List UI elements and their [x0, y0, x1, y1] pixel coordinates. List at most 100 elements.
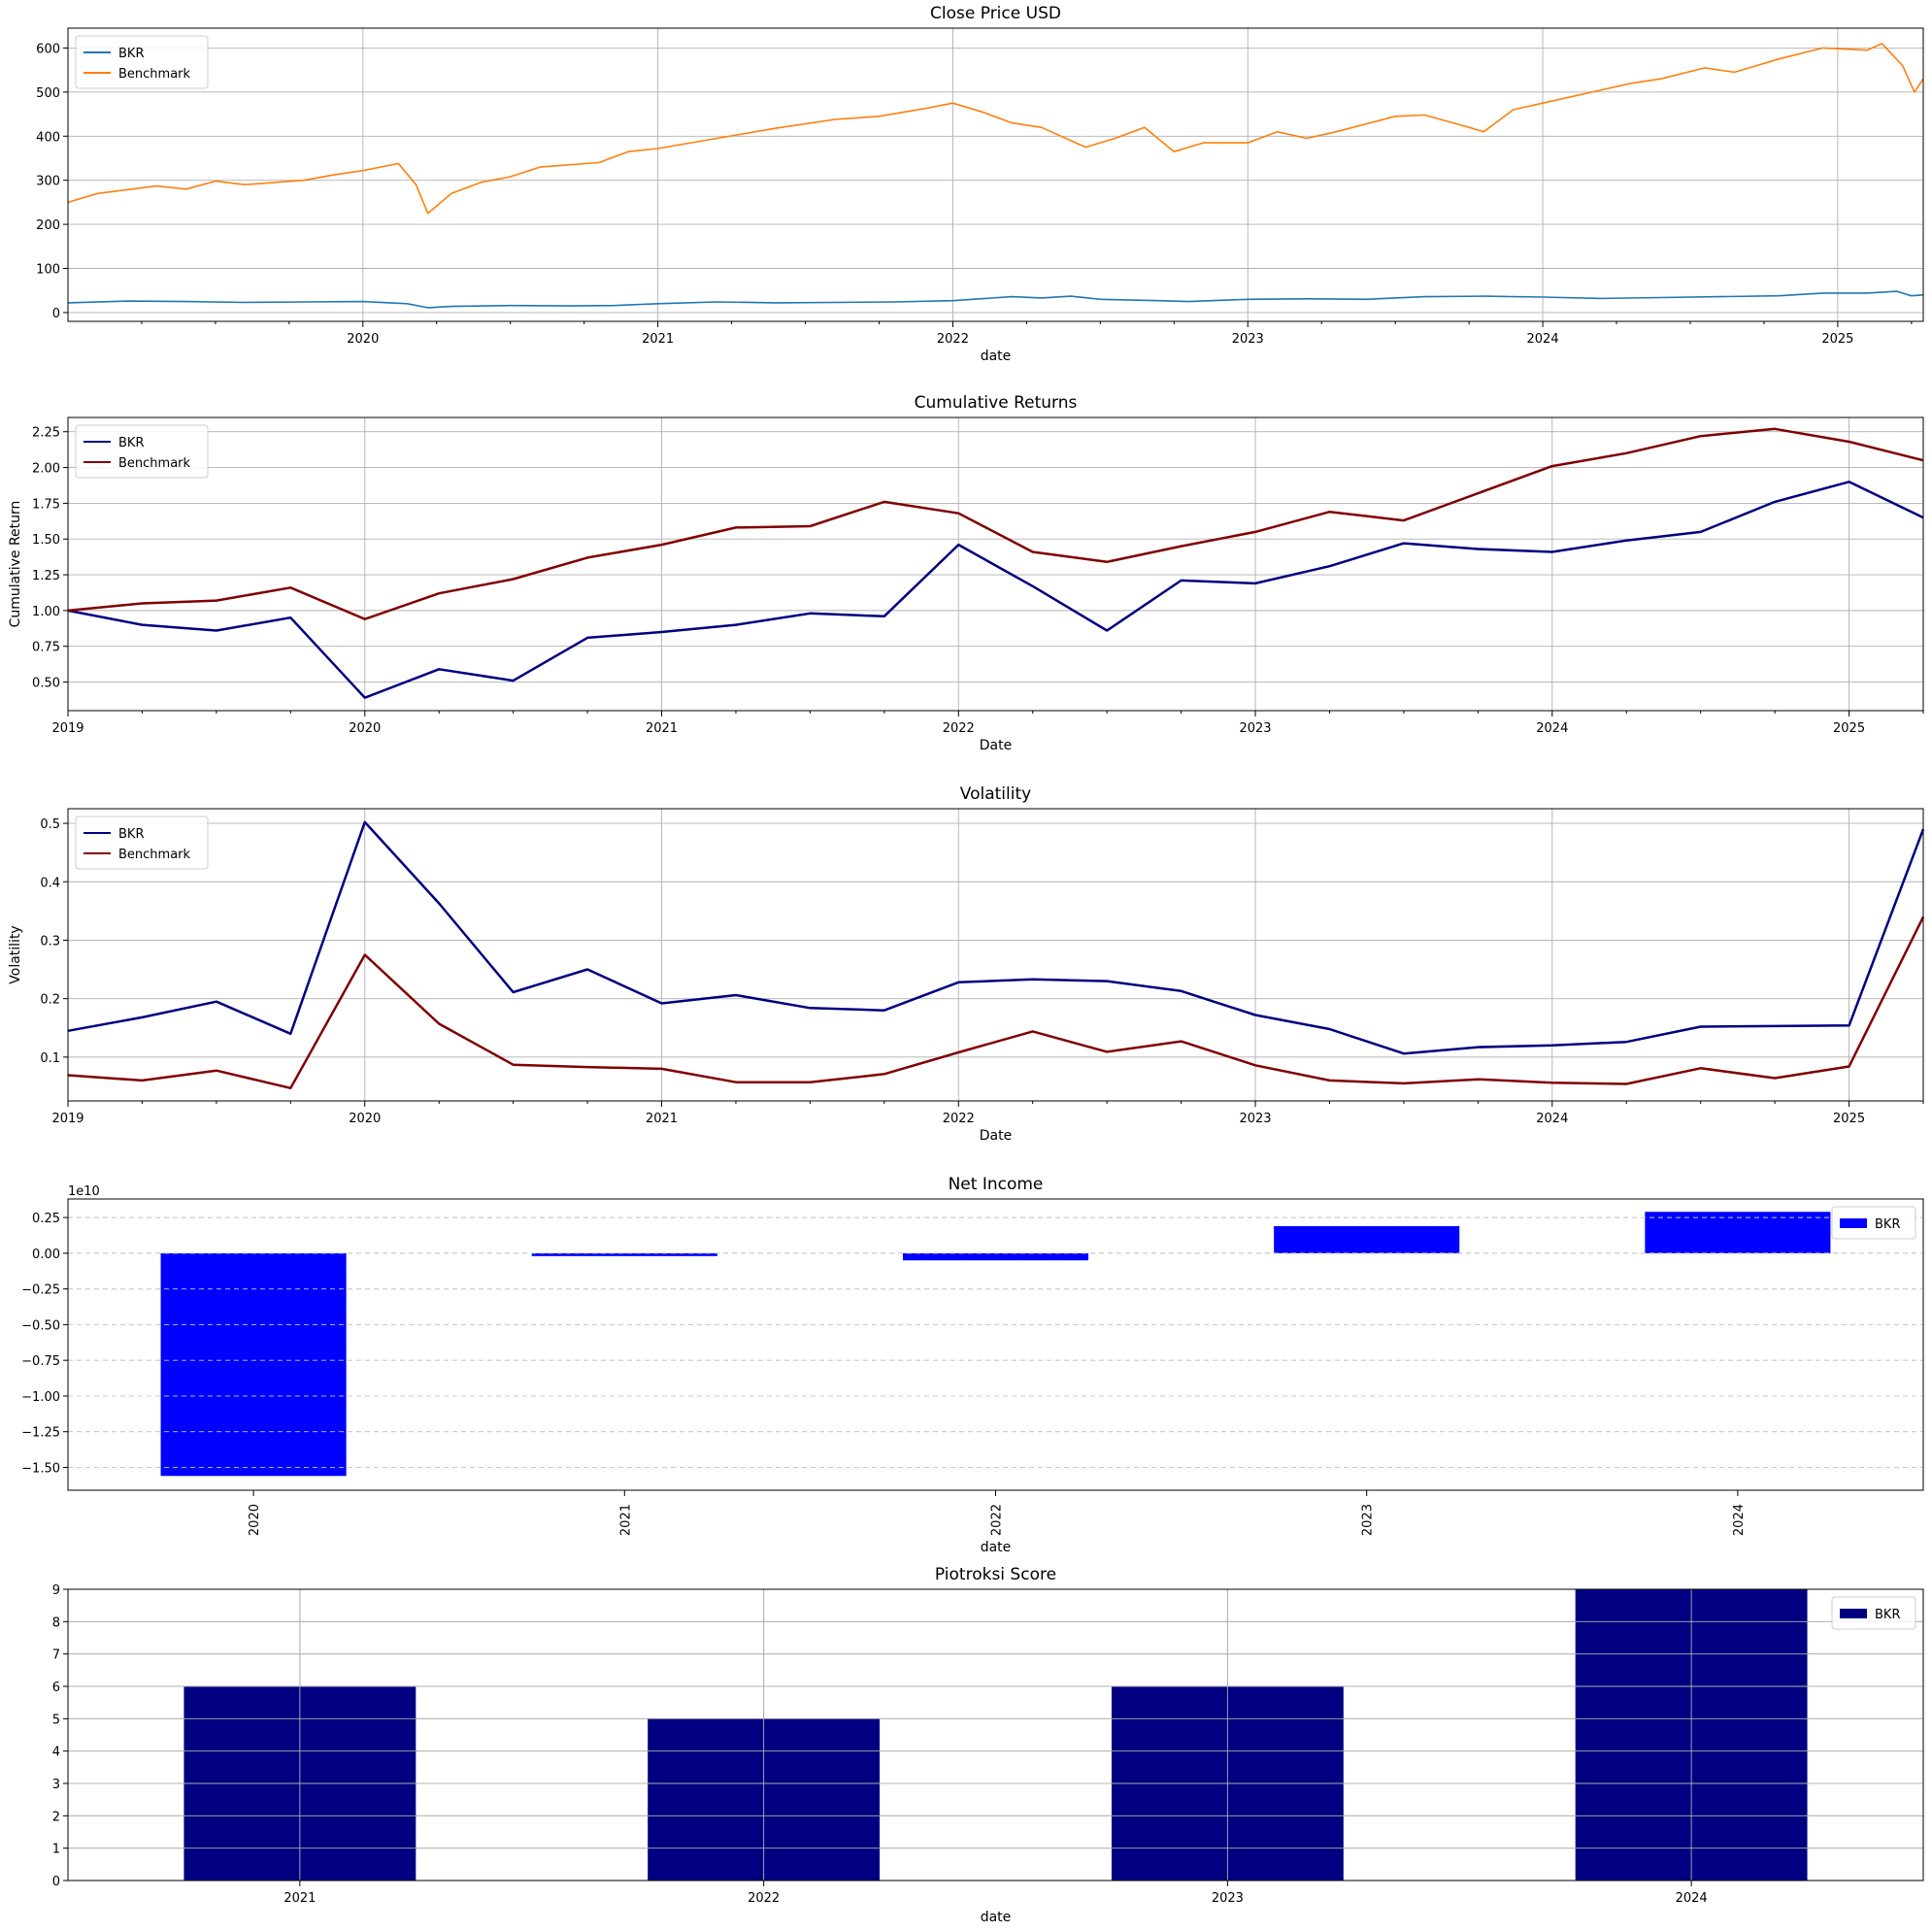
y-tick-label: 6 — [52, 1681, 60, 1695]
x-tick-label: 2020 — [347, 332, 379, 347]
y-tick-label: 0.1 — [40, 1051, 60, 1066]
bar-2024 — [1645, 1212, 1831, 1253]
y-tick-label: 0.00 — [32, 1248, 60, 1262]
x-axis-label: date — [981, 349, 1012, 364]
y-tick-label: 2.25 — [32, 426, 60, 441]
x-tick-label: 2021 — [646, 721, 678, 736]
y-tick-label: 0.3 — [40, 934, 60, 949]
x-axis-label: Date — [980, 1128, 1012, 1144]
legend-box — [75, 816, 209, 870]
y-tick-label: 9 — [52, 1583, 60, 1598]
y-tick-label: 1.00 — [32, 605, 60, 619]
legend: BKR Benchmark — [75, 816, 209, 870]
chart-vol: Volatility 0.1 0.2 0.3 0.4 0.5 Date Volatility 2… — [8, 784, 1925, 1144]
plot-frame — [67, 416, 1924, 712]
y-tick-label: 600 — [36, 42, 60, 56]
legend-label: BKR — [118, 436, 144, 450]
y-tick-label: 2 — [52, 1810, 60, 1824]
x-tick-label: 2021 — [283, 1891, 316, 1906]
y-tick-label: −0.25 — [21, 1283, 60, 1298]
legend-label: BKR — [1875, 1217, 1900, 1232]
legend: BKR Benchmark — [75, 424, 209, 479]
bar-2020 — [160, 1252, 347, 1477]
legend-label: BKR — [118, 47, 144, 61]
plot-frame — [67, 1198, 1924, 1491]
x-tick-label: 2024 — [1536, 1112, 1568, 1126]
plot-frame — [67, 1588, 1924, 1881]
legend-box — [1831, 1206, 1916, 1240]
x-tick-label: 2023 — [1232, 332, 1264, 347]
chart-netincome: Net Income −1.50 −1.25 −1.00 −0.75 −0.50 −0.25… — [21, 1175, 1924, 1555]
y-tick-label: 500 — [36, 86, 60, 101]
x-tick-label: 2024 — [1676, 1891, 1708, 1906]
y-axis-label: Volatility — [8, 925, 23, 983]
legend-label: Benchmark — [118, 456, 191, 471]
x-tick-label: 2024 — [1527, 332, 1559, 347]
chart-piotroski: Piotroksi Score 0 1 2 3 4 5 6 7 8 9 date 2021 2022 202… — [52, 1565, 1924, 1925]
y-tick-label: 0.5 — [40, 817, 60, 832]
x-tick-label: 2023 — [1239, 1112, 1271, 1126]
x-tick-label: 2025 — [1833, 1112, 1865, 1126]
x-tick-label: 2021 — [618, 1504, 633, 1536]
bar-2023 — [1274, 1225, 1460, 1253]
chart-title: Cumulative Returns — [915, 393, 1078, 413]
x-axis-label: Date — [980, 738, 1012, 753]
x-tick-label: 2022 — [748, 1891, 780, 1906]
series-line-benchmark — [67, 427, 1924, 620]
y-tick-label: −0.75 — [21, 1354, 60, 1369]
x-tick-label: 2020 — [349, 721, 381, 736]
x-tick-label: 2021 — [642, 332, 674, 347]
y-tick-label: 8 — [52, 1615, 60, 1630]
y-tick-label: −0.50 — [21, 1318, 60, 1333]
chart-close: Close Price USD 0 100 200 300 400 500 600 date 20… — [36, 4, 1924, 364]
legend-label: Benchmark — [118, 848, 191, 862]
y-tick-label: 1.75 — [32, 497, 60, 512]
chart-title: Piotroksi Score — [935, 1565, 1056, 1584]
x-tick-label: 2022 — [990, 1504, 1005, 1536]
x-tick-label: 2024 — [1536, 721, 1568, 736]
legend-box — [1831, 1596, 1916, 1630]
series-line-bkr — [67, 290, 1924, 309]
y-tick-label: 400 — [36, 130, 60, 145]
y-tick-label: 2.00 — [32, 462, 60, 477]
y-tick-label: 200 — [36, 218, 60, 233]
legend-label: BKR — [1875, 1608, 1900, 1622]
chart-title: Volatility — [960, 784, 1031, 804]
legend-label: BKR — [118, 827, 144, 842]
y-tick-label: −1.50 — [21, 1461, 60, 1476]
legend-swatch — [1840, 1218, 1867, 1228]
x-tick-label: 2020 — [349, 1112, 381, 1126]
y-tick-label: −1.25 — [21, 1426, 60, 1441]
plot-frame — [67, 27, 1924, 322]
y-tick-label: 0 — [52, 307, 60, 321]
x-axis-label: date — [981, 1910, 1012, 1925]
y-tick-label: 0.25 — [32, 1212, 60, 1226]
y-tick-label: 1 — [52, 1843, 60, 1857]
x-tick-label: 2022 — [943, 721, 975, 736]
chart-title: Close Price USD — [930, 4, 1061, 23]
x-tick-label: 2021 — [646, 1112, 678, 1126]
y-tick-label: 300 — [36, 175, 60, 189]
y-tick-label: 7 — [52, 1648, 60, 1663]
y-tick-label: 0.50 — [32, 677, 60, 691]
y-axis-label: Cumulative Return — [8, 501, 23, 628]
y-tick-label: −1.00 — [21, 1390, 60, 1405]
offset-text: 1e10 — [68, 1184, 100, 1199]
y-tick-label: 100 — [36, 263, 60, 278]
series-line-bkr — [67, 820, 1925, 1055]
legend-swatch — [1840, 1609, 1867, 1618]
y-tick-label: 0.4 — [40, 876, 60, 890]
y-tick-label: 3 — [52, 1778, 60, 1792]
bar-2021 — [531, 1252, 717, 1256]
plot-frame — [67, 808, 1924, 1102]
chart-title: Net Income — [949, 1175, 1044, 1194]
legend: BKR — [1831, 1596, 1916, 1630]
y-tick-label: 5 — [52, 1713, 60, 1727]
bar-2022 — [902, 1252, 1089, 1261]
y-tick-label: 0.75 — [32, 641, 60, 655]
x-tick-label: 2023 — [1361, 1504, 1376, 1536]
series-line-bkr — [67, 481, 1924, 699]
x-tick-label: 2019 — [51, 721, 83, 736]
x-axis-label: date — [981, 1540, 1012, 1555]
